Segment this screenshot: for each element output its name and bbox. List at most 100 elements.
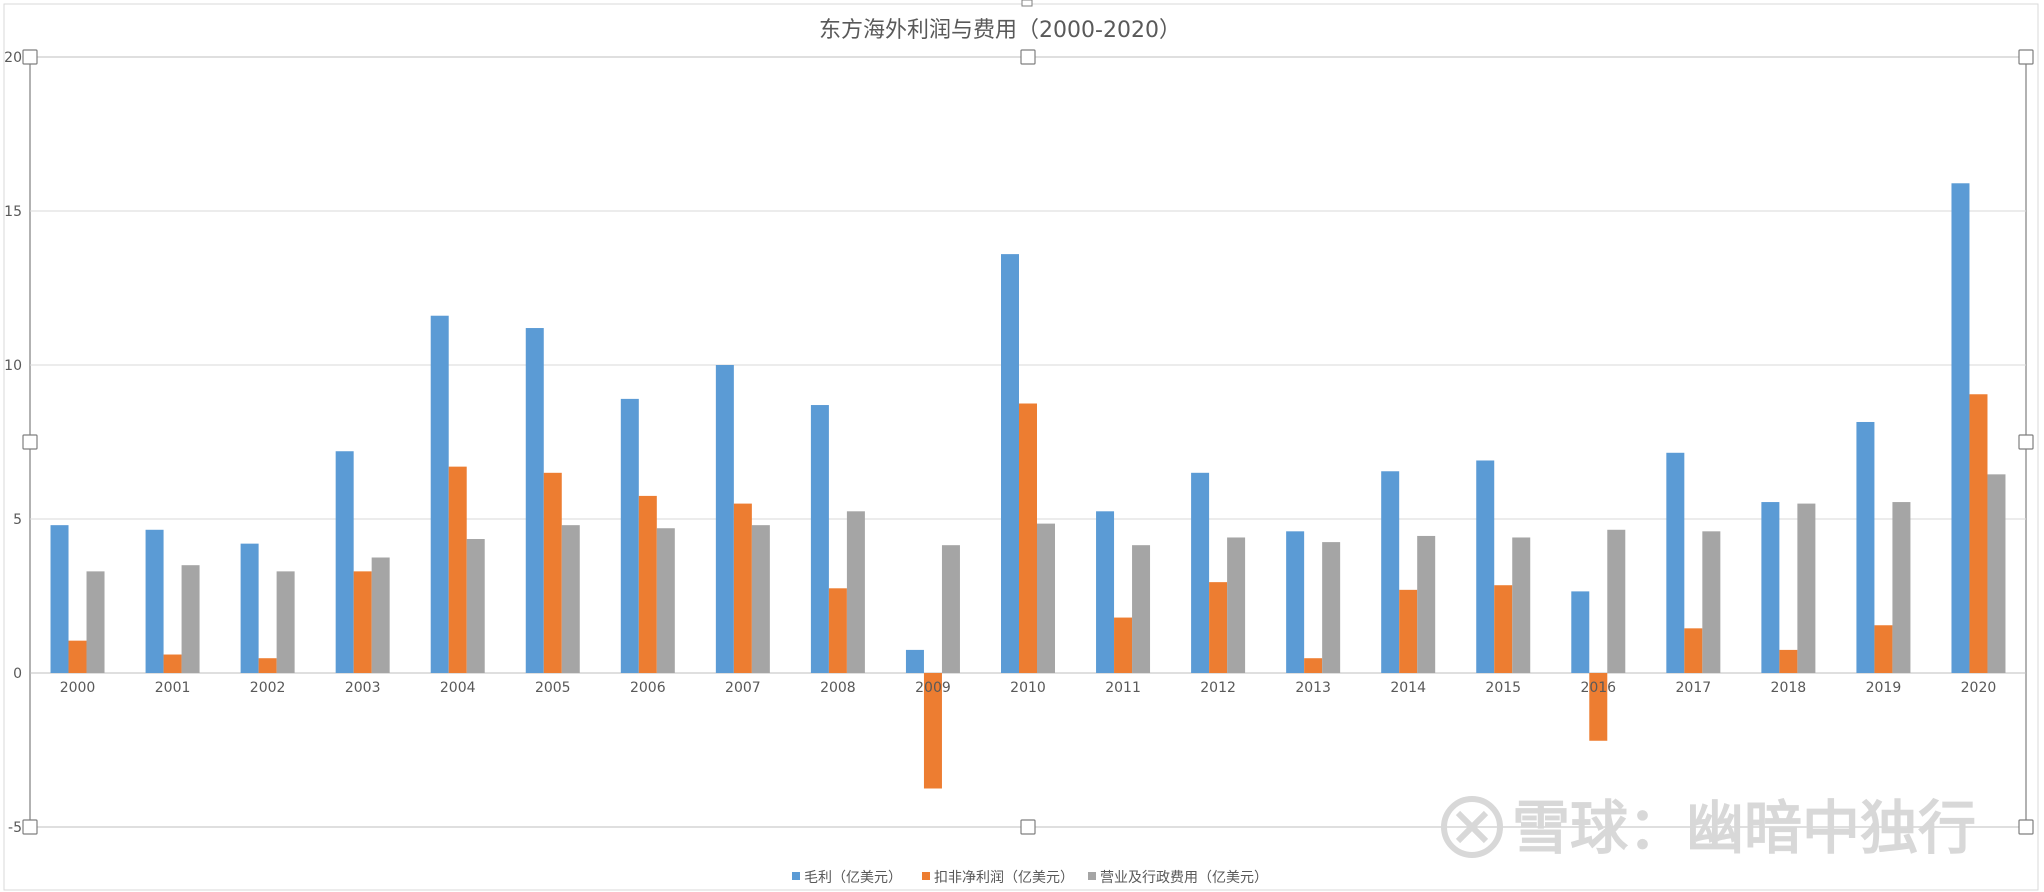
bar-1-2020[interactable] <box>1951 183 1970 673</box>
bar-1-2002[interactable] <box>240 543 259 673</box>
bar-1-2016[interactable] <box>1571 591 1590 673</box>
bar-2-2017[interactable] <box>1684 628 1703 673</box>
bar-3-2020[interactable] <box>1987 474 2006 673</box>
bar-3-2014[interactable] <box>1417 535 1436 673</box>
x-tick-label: 2006 <box>630 680 666 696</box>
y-axis-ticks: 20 15 10 5 0 -5 <box>4 50 22 836</box>
x-tick-label: 2016 <box>1580 680 1616 696</box>
x-tick-label: 2012 <box>1200 680 1236 696</box>
bar-3-2005[interactable] <box>561 525 580 673</box>
x-tick-label: 2013 <box>1295 680 1331 696</box>
chart-resize-handle-top[interactable] <box>1021 0 1033 7</box>
bar-2-2000[interactable] <box>68 640 87 673</box>
x-tick-label: 2005 <box>535 680 571 696</box>
bar-1-2005[interactable] <box>525 328 544 673</box>
bar-2-2007[interactable] <box>733 503 752 673</box>
x-tick-label: 2003 <box>345 680 381 696</box>
x-tick-label: 2009 <box>915 680 951 696</box>
bar-2-2010[interactable] <box>1019 403 1037 674</box>
y-tick-label: -5 <box>8 820 22 836</box>
bar-3-2004[interactable] <box>466 539 485 673</box>
bar-3-2006[interactable] <box>656 528 675 673</box>
bar-3-2013[interactable] <box>1322 542 1341 673</box>
bar-3-2001[interactable] <box>181 565 200 673</box>
bar-3-2018[interactable] <box>1797 503 1816 673</box>
bar-1-2006[interactable] <box>620 398 639 673</box>
bar-1-2017[interactable] <box>1666 452 1685 673</box>
bar-2-2001[interactable] <box>163 654 182 673</box>
bar-2-2018[interactable] <box>1779 649 1798 673</box>
y-tick-label: 0 <box>13 666 22 682</box>
resize-handle[interactable] <box>1020 49 1036 65</box>
bar-3-2002[interactable] <box>276 571 295 673</box>
x-tick-label: 2011 <box>1105 680 1141 696</box>
x-tick-label: 2004 <box>440 680 476 696</box>
bar-2-2005[interactable] <box>543 472 562 673</box>
x-tick-label: 2002 <box>250 680 286 696</box>
resize-handle[interactable] <box>22 434 38 450</box>
bar-2-2012[interactable] <box>1209 582 1228 673</box>
bar-1-2003[interactable] <box>335 451 354 673</box>
bar-3-2012[interactable] <box>1227 537 1246 673</box>
legend-swatch <box>792 872 800 880</box>
bar-2-2019[interactable] <box>1874 625 1893 673</box>
chart-area-border <box>3 3 2039 891</box>
bar-2-2008[interactable] <box>828 588 847 673</box>
resize-handle[interactable] <box>22 49 38 65</box>
x-tick-label: 2014 <box>1390 680 1426 696</box>
bar-2-2020[interactable] <box>1969 394 1988 673</box>
bar-2-2013[interactable] <box>1304 658 1323 673</box>
bar-2-2014[interactable] <box>1399 589 1418 673</box>
bar-2-2015[interactable] <box>1494 585 1513 673</box>
selection-handles[interactable] <box>22 0 2034 835</box>
bar-3-2003[interactable] <box>371 557 390 674</box>
y-tick-label: 15 <box>4 204 22 220</box>
resize-handle[interactable] <box>1020 819 1036 835</box>
bar-3-2019[interactable] <box>1892 502 1911 673</box>
bar-3-2015[interactable] <box>1512 537 1531 673</box>
bar-3-2000[interactable] <box>86 571 105 673</box>
bar-3-2008[interactable] <box>846 511 865 673</box>
bar-1-2012[interactable] <box>1191 472 1210 673</box>
bar-2-2004[interactable] <box>448 466 467 673</box>
bar-1-2014[interactable] <box>1381 471 1400 673</box>
bar-2-2009[interactable] <box>923 673 942 789</box>
bar-3-2017[interactable] <box>1702 531 1721 673</box>
bar-1-2004[interactable] <box>430 315 449 673</box>
watermark-logo-icon <box>1441 796 1503 858</box>
bar-2-2016[interactable] <box>1589 673 1608 741</box>
bar-1-2000[interactable] <box>50 525 69 673</box>
bar-3-2007[interactable] <box>751 525 770 673</box>
bar-1-2010[interactable] <box>1001 254 1019 673</box>
bar-2-2003[interactable] <box>353 571 372 673</box>
legend-label: 毛利（亿美元） <box>804 870 902 886</box>
bar-1-2015[interactable] <box>1476 460 1495 673</box>
x-tick-label: 2018 <box>1771 680 1807 696</box>
bar-3-2011[interactable] <box>1132 545 1151 673</box>
legend-label: 扣非净利润（亿美元） <box>934 870 1074 886</box>
resize-handle[interactable] <box>22 819 38 835</box>
bar-1-2001[interactable] <box>145 529 164 673</box>
bar-3-2009[interactable] <box>941 545 960 673</box>
resize-handle[interactable] <box>2018 819 2034 835</box>
x-tick-label: 2008 <box>820 680 856 696</box>
bar-2-2011[interactable] <box>1114 617 1133 673</box>
y-tick-label: 5 <box>13 512 22 528</box>
bar-1-2007[interactable] <box>715 365 734 673</box>
bar-1-2013[interactable] <box>1286 531 1305 673</box>
x-tick-label: 2001 <box>155 680 191 696</box>
bar-3-2016[interactable] <box>1607 529 1626 673</box>
bar-3-2010[interactable] <box>1037 523 1055 673</box>
bar-1-2019[interactable] <box>1856 421 1875 673</box>
bar-1-2008[interactable] <box>810 405 829 673</box>
watermark-logo-mark <box>1455 810 1489 844</box>
resize-handle[interactable] <box>2018 434 2034 450</box>
bar-2-2006[interactable] <box>638 495 657 673</box>
resize-handle[interactable] <box>2018 49 2034 65</box>
legend-swatch <box>1088 872 1096 880</box>
bar-1-2011[interactable] <box>1096 511 1115 673</box>
x-tick-label: 2020 <box>1961 680 1997 696</box>
bar-1-2018[interactable] <box>1761 502 1780 673</box>
bar-1-2009[interactable] <box>905 649 924 673</box>
bar-2-2002[interactable] <box>258 658 277 673</box>
